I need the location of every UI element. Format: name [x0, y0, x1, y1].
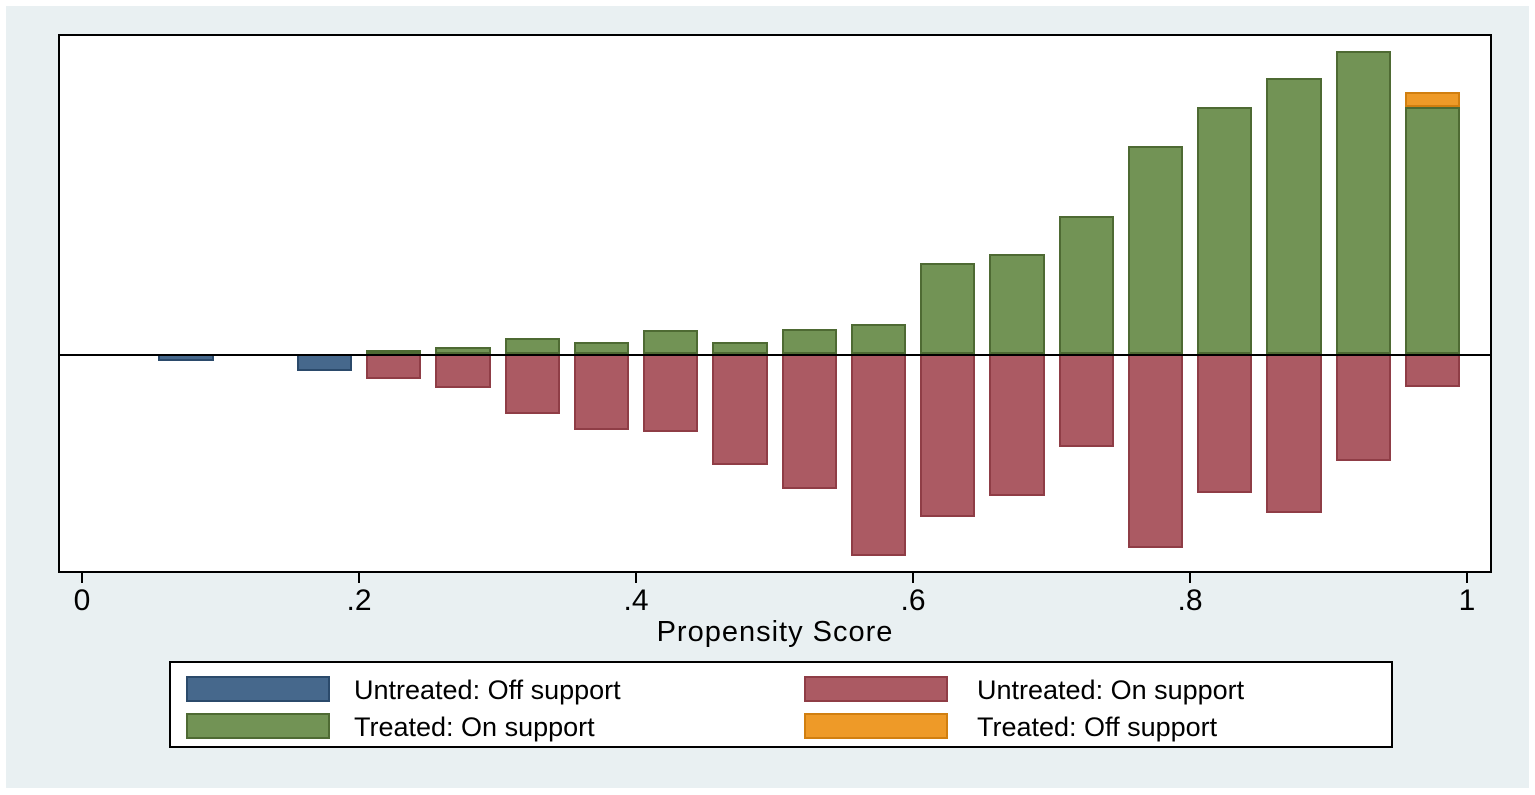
bar-untreated-on-bin-0.9 [1335, 354, 1391, 461]
bar-untreated-on-bin-0.4 [643, 354, 699, 432]
x-tick-mark-.6 [912, 573, 914, 583]
bar-treated-on-bin-0.4 [643, 330, 699, 354]
bar-treated-on-bin-0.35 [573, 342, 629, 354]
legend-label-treated-on: Treated: On support [354, 712, 595, 742]
legend-label-untreated-on: Untreated: On support [977, 675, 1245, 705]
x-tick-mark-1 [1466, 573, 1468, 583]
bar-treated-on-bin-0.6 [920, 263, 976, 354]
bar-untreated-on-bin-0.95 [1404, 354, 1460, 387]
x-axis-title: Propensity Score [656, 616, 894, 648]
bar-untreated-on-bin-0.85 [1266, 354, 1322, 513]
x-tick-mark-.8 [1189, 573, 1191, 583]
bar-untreated-on-bin-0.75 [1127, 354, 1183, 548]
bar-untreated-on-bin-0.6 [920, 354, 976, 517]
bar-treated-on-bin-0.45 [712, 342, 768, 354]
bar-untreated-on-bin-0.65 [989, 354, 1045, 496]
plot-area [58, 34, 1492, 573]
bar-untreated-on-bin-0.3 [504, 354, 560, 414]
x-tick-mark-.2 [358, 573, 360, 583]
legend-swatch-treated-off [804, 713, 948, 739]
bar-treated-on-bin-0.65 [989, 254, 1045, 354]
legend-box: Untreated: Off support Untreated: On supp… [169, 661, 1393, 748]
x-tick-label-0: 0 [73, 584, 91, 617]
bar-untreated-off-bin-0.15 [296, 354, 352, 371]
x-tick-label-1: 1 [1458, 584, 1476, 617]
bar-treated-on-bin-0.8 [1197, 107, 1253, 354]
bar-treated-on-bin-0.75 [1127, 146, 1183, 354]
bar-treated-on-bin-0.85 [1266, 78, 1322, 354]
legend-swatch-treated-on [186, 713, 330, 739]
bar-treated-on-bin-0.7 [1058, 216, 1114, 354]
bar-untreated-on-bin-0.35 [573, 354, 629, 430]
bar-untreated-on-bin-0.8 [1197, 354, 1253, 493]
zero-axis-line [60, 354, 1490, 356]
x-tick-label-.6: .6 [900, 584, 926, 617]
bar-untreated-on-bin-0.7 [1058, 354, 1114, 447]
legend-swatch-untreated-on [804, 676, 948, 702]
x-tick-mark-.4 [635, 573, 637, 583]
bar-treated-on-bin-0.9 [1335, 51, 1391, 354]
bar-treated-on-bin-0.5 [781, 329, 837, 354]
x-tick-label-.2: .2 [346, 584, 372, 617]
bar-treated-off-bin-0.95 [1404, 92, 1460, 107]
bar-untreated-on-bin-0.5 [781, 354, 837, 489]
legend-swatch-untreated-off [186, 676, 330, 702]
bar-untreated-on-bin-0.2 [366, 354, 422, 379]
bar-untreated-on-bin-0.25 [435, 354, 491, 388]
legend-label-treated-off: Treated: Off support [977, 712, 1218, 742]
bar-untreated-on-bin-0.55 [850, 354, 906, 556]
bar-treated-on-bin-0.55 [850, 324, 906, 354]
bar-treated-on-bin-0.95 [1404, 107, 1460, 354]
bar-treated-on-bin-0.2 [366, 350, 422, 354]
x-tick-mark-0 [81, 573, 83, 583]
x-tick-label-.4: .4 [623, 584, 649, 617]
legend-label-untreated-off: Untreated: Off support [354, 675, 621, 705]
bar-treated-on-bin-0.3 [504, 338, 560, 354]
bar-untreated-on-bin-0.45 [712, 354, 768, 465]
x-tick-label-.8: .8 [1177, 584, 1203, 617]
bar-treated-on-bin-0.25 [435, 347, 491, 354]
